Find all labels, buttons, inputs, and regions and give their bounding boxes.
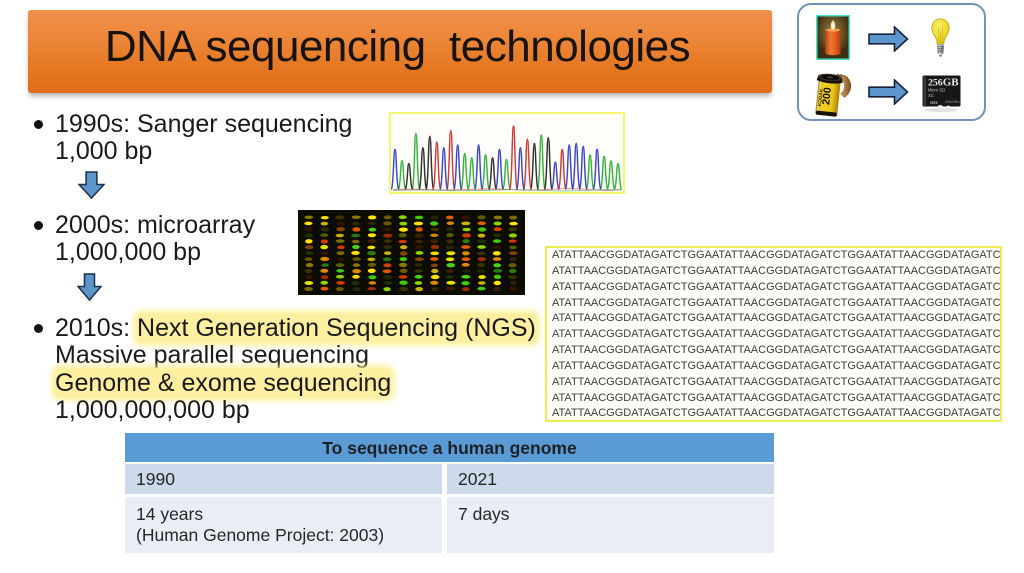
svg-text:Micro SD: Micro SD [928, 88, 945, 93]
svg-text:XC: XC [928, 93, 934, 98]
svg-text:256GB: 256GB [928, 77, 959, 89]
svg-text:KODAK: KODAK [817, 88, 825, 107]
svg-text:256GBs: 256GBs [945, 99, 959, 104]
svg-text:▮▮▮▮: ▮▮▮▮ [930, 101, 938, 105]
svg-text:200: 200 [820, 87, 834, 106]
